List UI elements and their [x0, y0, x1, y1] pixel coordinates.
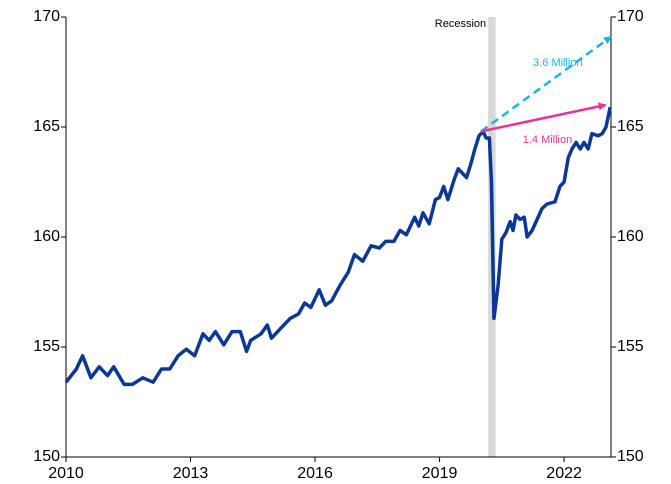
y-tick-label: 155 — [33, 338, 60, 355]
x-tick-label: 2010 — [48, 465, 84, 482]
data-line — [64, 106, 612, 387]
y2-tick-label: 150 — [617, 448, 644, 465]
y2-tick-label: 155 — [617, 338, 644, 355]
y-tick-label: 150 — [33, 448, 60, 465]
y-tick-label: 165 — [33, 118, 60, 135]
annotation-label: 1.4 Million — [523, 134, 573, 146]
y2-tick-label: 170 — [617, 8, 644, 25]
x-tick-label: 2019 — [422, 465, 458, 482]
x-tick-label: 2016 — [297, 465, 333, 482]
recession-label: Recession — [435, 18, 486, 30]
x-tick-label: 2013 — [173, 465, 209, 482]
y2-tick-label: 160 — [617, 228, 644, 245]
annotation-label: 3.6 Million — [533, 57, 583, 69]
annotation-arrow — [480, 102, 607, 133]
y-tick-label: 160 — [33, 228, 60, 245]
annotation-arrow — [480, 35, 612, 133]
y2-tick-label: 165 — [617, 118, 644, 135]
x-tick-label: 2022 — [546, 465, 582, 482]
y-tick-label: 170 — [33, 8, 60, 25]
